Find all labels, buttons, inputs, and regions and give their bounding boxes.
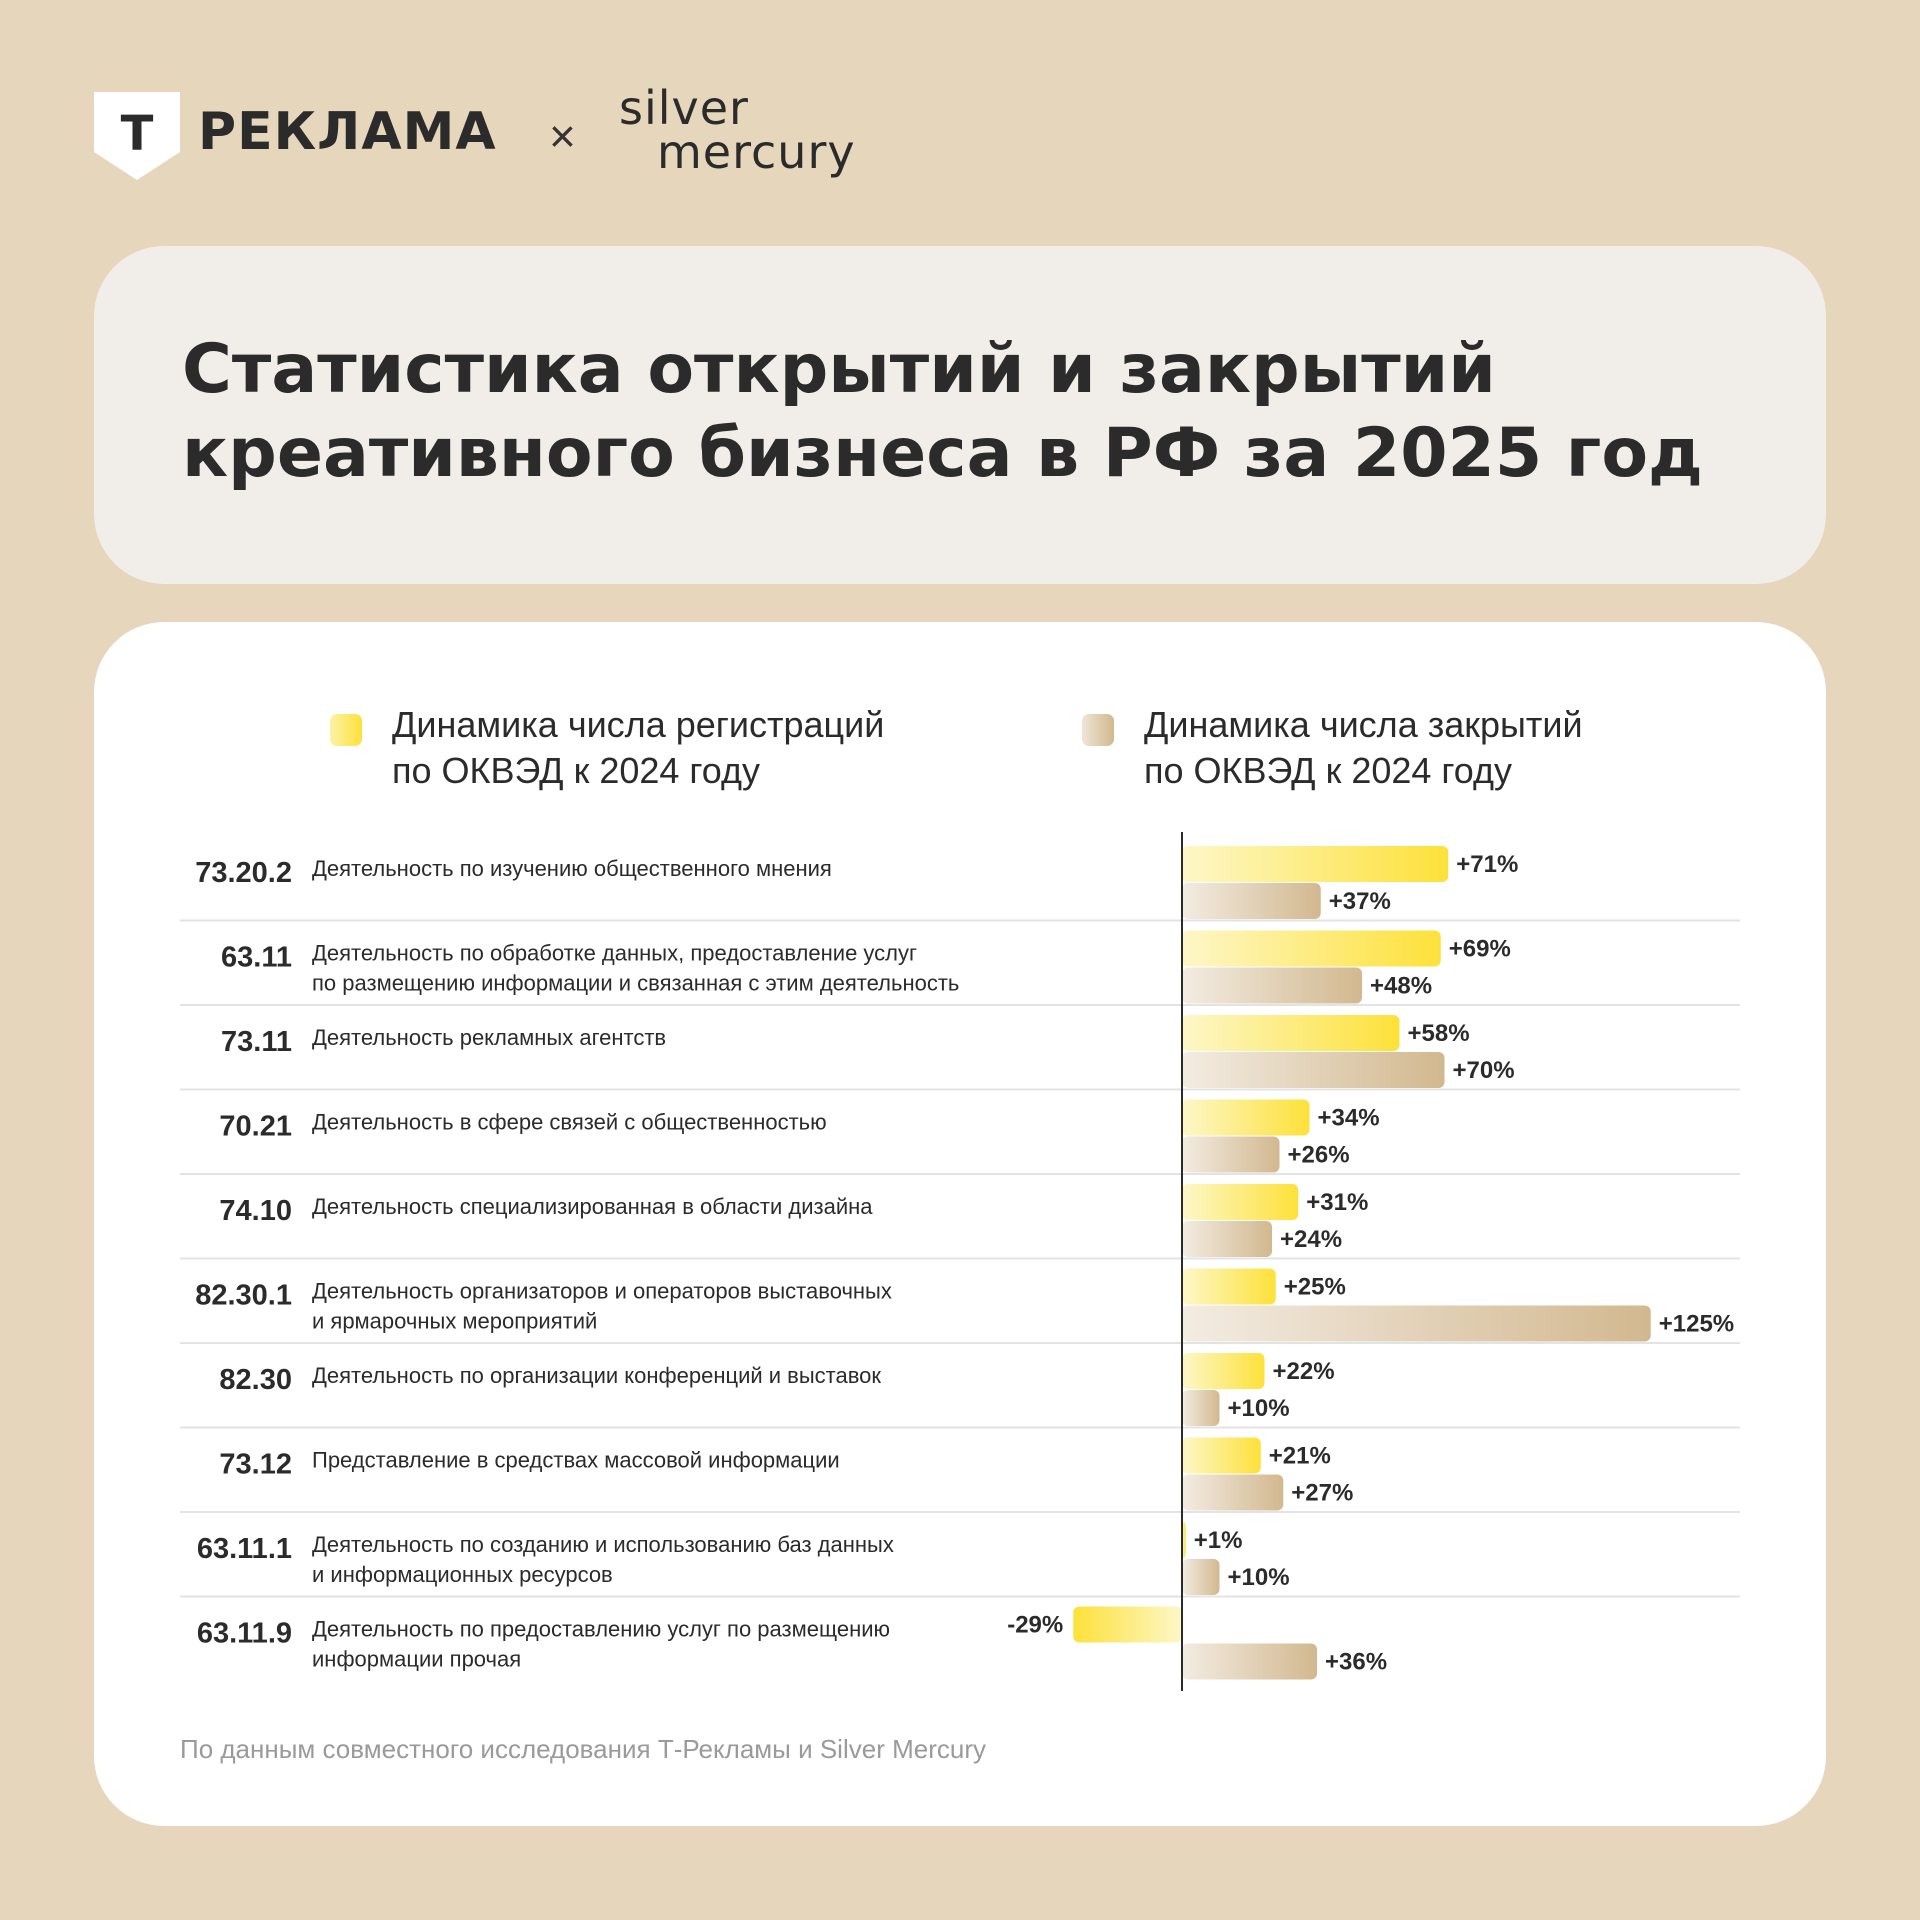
legend-label-closures: Динамика числа закрытий по ОКВЭД к 2024 …	[1144, 702, 1704, 794]
value-label-closures: +125%	[1659, 1311, 1734, 1338]
source-note: По данным совместного исследования Т-Рек…	[180, 1734, 986, 1764]
legend-label-closures-line2: по ОКВЭД к 2024 году	[1144, 750, 1512, 791]
bar-closures	[1182, 1474, 1284, 1511]
value-label-registrations: +1%	[1194, 1527, 1243, 1554]
category-label: Деятельность в сфере связей с общественн…	[312, 1110, 827, 1135]
okved-code: 63.11	[221, 942, 292, 974]
value-label-registrations: -29%	[1007, 1612, 1063, 1639]
okved-code: 82.30	[219, 1364, 292, 1396]
category-label: Деятельность по предоставлению услуг по …	[312, 1617, 890, 1642]
category-label: Деятельность по созданию и использованию…	[312, 1532, 894, 1557]
okved-code: 73.12	[219, 1449, 292, 1481]
bar-chart: 73.20.2 Деятельность по изучению обществе…	[180, 832, 1740, 1691]
okved-code: 63.11.1	[197, 1533, 292, 1565]
okved-code: 73.20.2	[195, 857, 292, 889]
category-label: по размещению информации и связанная с э…	[312, 971, 959, 996]
bar-closures	[1182, 1559, 1220, 1595]
value-label-registrations: +25%	[1284, 1274, 1346, 1301]
category-label: Представление в средствах массовой инфор…	[312, 1448, 840, 1473]
bar-closures	[1182, 1052, 1445, 1088]
value-label-registrations: +34%	[1318, 1105, 1380, 1132]
separator-icon: ×	[549, 110, 576, 162]
bar-closures	[1182, 883, 1321, 919]
category-label: и ярмарочных мероприятий	[312, 1309, 597, 1334]
okved-code: 82.30.1	[195, 1280, 292, 1312]
category-label: Деятельность рекламных агентств	[312, 1025, 666, 1050]
category-label: информации прочая	[312, 1647, 521, 1672]
brand-name: РЕКЛАМА	[198, 102, 497, 162]
legend-label-registrations-line2: по ОКВЭД к 2024 году	[392, 750, 760, 791]
okved-code: 73.11	[221, 1026, 292, 1058]
value-label-closures: +36%	[1325, 1649, 1387, 1676]
bar-registrations	[1182, 930, 1441, 967]
value-label-closures: +10%	[1228, 1395, 1290, 1422]
partner-logo-line2: mercury	[657, 125, 856, 179]
bar-registrations	[1182, 1353, 1265, 1389]
t-logo-icon: Т	[94, 92, 180, 180]
bar-closures	[1182, 1221, 1272, 1257]
category-label: и информационных ресурсов	[312, 1562, 613, 1587]
category-label: Деятельность специализированная в област…	[312, 1194, 873, 1219]
bar-registrations	[1182, 1184, 1299, 1220]
value-label-registrations: +21%	[1269, 1443, 1331, 1470]
value-label-closures: +27%	[1291, 1480, 1353, 1507]
category-label: Деятельность по организации конференций …	[312, 1363, 881, 1388]
legend-label-closures-line1: Динамика числа закрытий	[1144, 704, 1583, 745]
value-label-registrations: +22%	[1273, 1358, 1335, 1385]
value-label-closures: +24%	[1280, 1226, 1342, 1253]
legend-swatch-closures	[1082, 714, 1114, 746]
bar-registrations	[1182, 1268, 1276, 1305]
partner-logo: silver mercury	[619, 85, 856, 179]
bar-registrations	[1182, 1015, 1400, 1051]
bar-closures	[1182, 967, 1362, 1004]
bar-closures	[1182, 1390, 1220, 1426]
okved-code: 70.21	[219, 1111, 292, 1143]
bar-registrations	[1073, 1606, 1182, 1643]
okved-code: 74.10	[219, 1195, 292, 1227]
legend-label-registrations-line1: Динамика числа регистраций	[392, 704, 885, 745]
bar-closures	[1182, 1136, 1280, 1173]
page-title: Статистика открытий и закрытий креативно…	[182, 330, 1703, 493]
okved-code: 63.11.9	[197, 1618, 292, 1650]
chart-card: Динамика числа регистраций по ОКВЭД к 20…	[94, 622, 1826, 1826]
partner-logo-line1: silver	[619, 81, 749, 135]
category-label: Деятельность организаторов и операторов …	[312, 1279, 892, 1304]
bar-registrations	[1182, 1437, 1261, 1474]
value-label-registrations: +31%	[1306, 1189, 1368, 1216]
bar-closures	[1182, 1643, 1317, 1680]
title-card: Статистика открытий и закрытий креативно…	[94, 246, 1826, 584]
bar-registrations	[1182, 1099, 1310, 1136]
bar-closures	[1182, 1305, 1651, 1342]
bar-registrations	[1182, 846, 1449, 882]
value-label-closures: +10%	[1228, 1564, 1290, 1591]
legend-label-registrations: Динамика числа регистраций по ОКВЭД к 20…	[392, 702, 952, 794]
t-logo-letter: Т	[121, 106, 154, 162]
legend-swatch-registrations	[330, 714, 362, 746]
value-label-closures: +26%	[1288, 1142, 1350, 1169]
category-label: Деятельность по изучению общественного м…	[312, 856, 832, 881]
value-label-registrations: +71%	[1456, 851, 1518, 878]
brand-header: Т РЕКЛАМА × silver mercury	[94, 85, 994, 188]
value-label-registrations: +58%	[1408, 1020, 1470, 1047]
category-label: Деятельность по обработке данных, предос…	[312, 941, 917, 966]
value-label-closures: +48%	[1370, 973, 1432, 1000]
value-label-closures: +70%	[1453, 1057, 1515, 1084]
value-label-closures: +37%	[1329, 888, 1391, 915]
value-label-registrations: +69%	[1449, 936, 1511, 963]
